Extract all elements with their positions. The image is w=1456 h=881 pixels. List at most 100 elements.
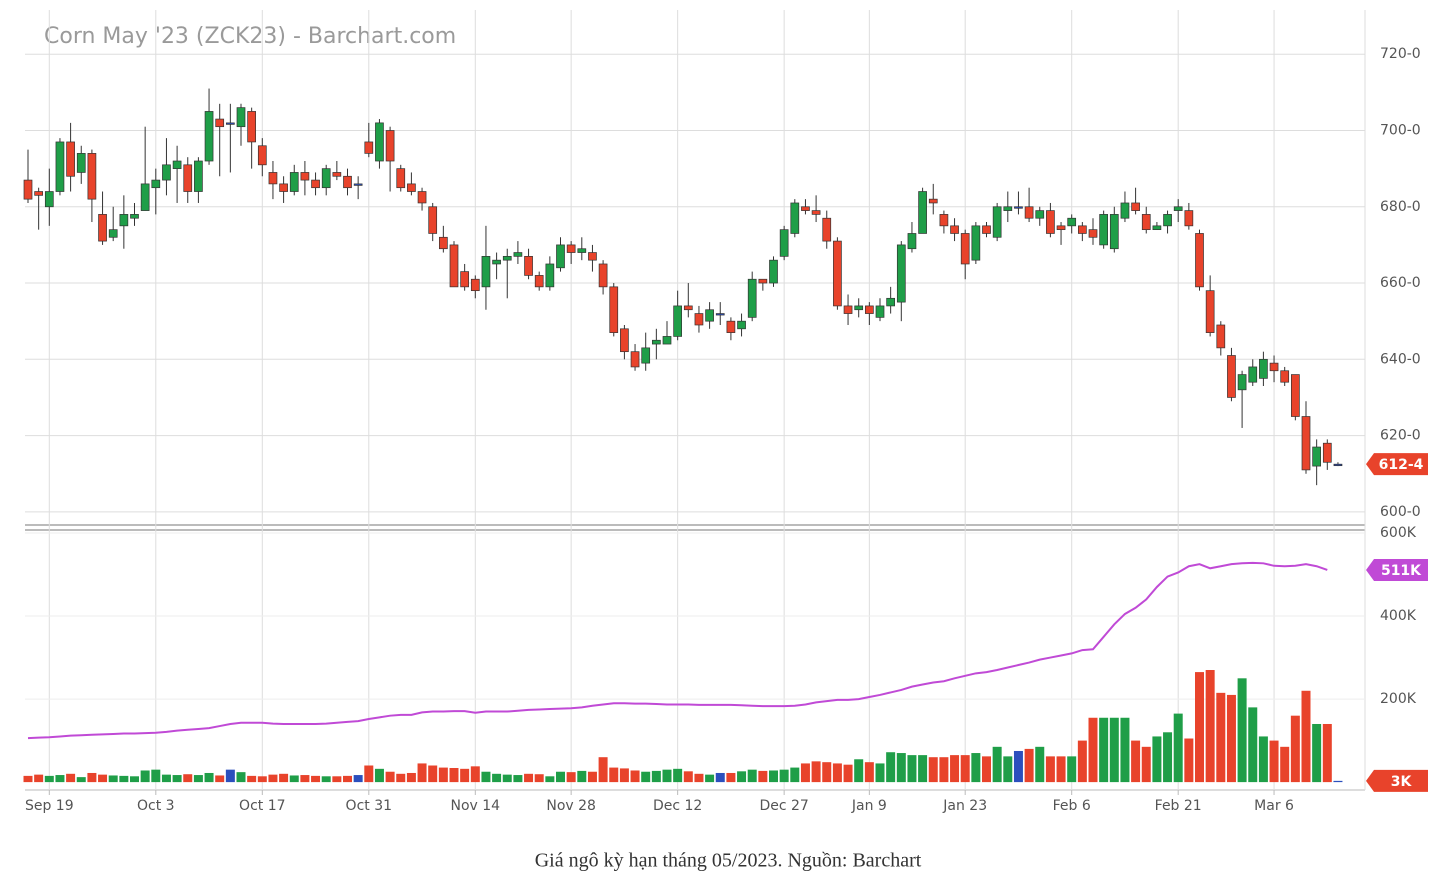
candle-body [332, 172, 342, 177]
candle-body [907, 233, 917, 250]
candle-body [300, 172, 310, 181]
volume-bar [556, 771, 565, 783]
candle-body [1173, 206, 1183, 211]
candle-body [577, 248, 587, 253]
candle-body [950, 225, 959, 234]
volume-bar [630, 770, 640, 783]
volume-bar [449, 767, 459, 783]
candle-body [833, 240, 842, 307]
volume-bar [66, 773, 76, 783]
volume-bar [726, 772, 736, 783]
chart-title: Corn May '23 (ZCK23) - Barchart.com [44, 24, 456, 49]
candle-body [715, 313, 725, 316]
candle-body [588, 252, 597, 261]
x-tick-label: Oct 31 [346, 798, 392, 814]
volume-bar [577, 770, 587, 783]
x-tick-label: Mar 6 [1254, 798, 1294, 814]
open-interest-label: 511K [1381, 563, 1422, 579]
volume-bar [1067, 756, 1077, 783]
candle-body [801, 206, 810, 211]
candle-body [758, 278, 768, 284]
volume-bar [811, 761, 821, 783]
candle-body [289, 172, 299, 192]
volume-bar [864, 762, 874, 783]
candle-body [896, 244, 906, 303]
x-tick-label: Sep 19 [25, 798, 74, 814]
volume-bar [1152, 736, 1162, 783]
volume-bar [130, 776, 139, 783]
volume-bar [1258, 736, 1268, 783]
volume-bar [694, 773, 704, 783]
volume-bar [470, 766, 480, 783]
candle-body [55, 141, 65, 192]
volume-bar [98, 774, 108, 783]
candle-body [1046, 210, 1055, 234]
volume-bar [406, 772, 416, 783]
candle-body [641, 347, 651, 364]
candle-body [353, 183, 363, 186]
candle-body [524, 255, 533, 276]
candle-body [311, 179, 320, 189]
volume-bar [502, 774, 512, 783]
candle-body [119, 214, 129, 227]
candle-body [683, 305, 693, 311]
candle-body [151, 179, 161, 189]
x-tick-label: Jan 23 [942, 798, 987, 814]
volume-bar [939, 757, 949, 783]
volume-bar [268, 774, 278, 783]
volume-bar [822, 762, 832, 783]
volume-bar [896, 753, 906, 783]
y-tick-label: 680-0 [1380, 199, 1421, 215]
candle-body [481, 255, 491, 288]
candle-body [449, 244, 459, 288]
last-price-label: 612-4 [1379, 457, 1424, 473]
candle-body [194, 160, 203, 192]
volume-bar [289, 775, 299, 783]
y2-tick-label: 200K [1380, 691, 1417, 707]
volume-bar [705, 774, 715, 783]
volume-bar [1312, 723, 1322, 783]
volume-bar [1056, 756, 1066, 783]
candle-body [1109, 214, 1119, 250]
candle-body [1259, 358, 1268, 379]
volume-bar [353, 775, 363, 783]
volume-bar [321, 776, 331, 783]
volume-bar [737, 771, 747, 783]
candle-body [1056, 225, 1066, 231]
candle-body [630, 351, 640, 368]
volume-bar [55, 775, 65, 783]
candle-body [502, 255, 512, 261]
volume-bar [1003, 756, 1013, 783]
candle-body [609, 286, 619, 333]
candle-body [1152, 225, 1162, 231]
candle-body [76, 153, 86, 173]
volume-bar [673, 768, 683, 783]
volume-bar [76, 777, 86, 783]
candle-body [662, 336, 672, 345]
candle-body [918, 191, 927, 234]
volume-bar [417, 763, 427, 783]
candle-body [343, 175, 352, 189]
volume-bar [396, 773, 406, 783]
candle-body [417, 191, 427, 204]
volume-bar [854, 759, 864, 783]
candle-body [545, 263, 555, 288]
volume-bar [918, 755, 928, 783]
volume-bar [492, 773, 502, 783]
volume-bar [481, 771, 491, 783]
volume-bar [758, 770, 768, 783]
candle-body [470, 278, 480, 292]
candle-body [1014, 206, 1023, 209]
x-tick-label: Nov 28 [546, 798, 596, 814]
candle-body [1248, 366, 1258, 383]
volume-bar [1216, 692, 1226, 783]
volume-bar [438, 767, 448, 783]
candle-body [183, 164, 193, 192]
candle-body [1322, 442, 1332, 463]
open-interest-line [27, 561, 1328, 740]
open-interest-badge [1366, 558, 1428, 581]
last-volume-label: 3K [1391, 774, 1413, 790]
volume-bar [1184, 738, 1194, 783]
candle-body [854, 305, 864, 311]
volume-bar [140, 770, 150, 783]
